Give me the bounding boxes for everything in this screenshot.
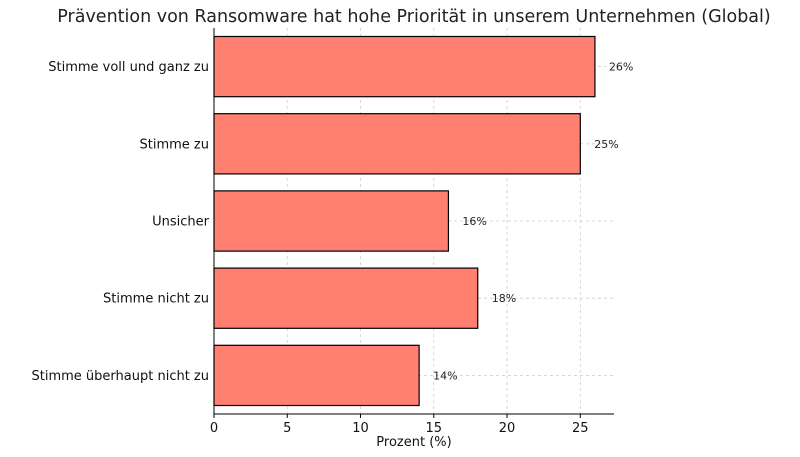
category-label-1: Stimme zu (140, 137, 209, 152)
category-label-4: Stimme überhaupt nicht zu (32, 369, 209, 384)
bar-3 (213, 267, 479, 329)
x-tick-label-2: 10 (352, 421, 369, 436)
x-tick-label-0: 0 (210, 421, 218, 436)
category-label-3: Stimme nicht zu (103, 292, 209, 307)
category-label-0: Stimme voll und ganz zu (48, 60, 209, 75)
axes (213, 28, 614, 418)
bar-4 (213, 344, 420, 407)
bar-2 (213, 190, 450, 252)
data-label-3: 18% (492, 292, 516, 305)
data-label-0: 26% (609, 61, 633, 74)
x-tick-label-4: 20 (499, 421, 516, 436)
data-label-4: 14% (433, 369, 457, 382)
category-label-2: Unsicher (152, 215, 210, 230)
bars (213, 35, 596, 407)
labels: Stimme voll und ganz zu 26% Stimme zu 25% Un… (32, 60, 634, 436)
x-tick-label-3: 15 (426, 421, 443, 436)
x-axis-title: Prozent (%) (376, 435, 451, 450)
bar-1 (213, 113, 581, 175)
data-label-2: 16% (462, 215, 486, 228)
x-tick-label-1: 5 (283, 421, 291, 436)
x-tick-label-5: 25 (572, 421, 589, 436)
bar-0 (213, 35, 596, 98)
data-label-1: 25% (594, 138, 618, 151)
chart-title: Prävention von Ransomware hat hohe Prior… (57, 7, 770, 27)
